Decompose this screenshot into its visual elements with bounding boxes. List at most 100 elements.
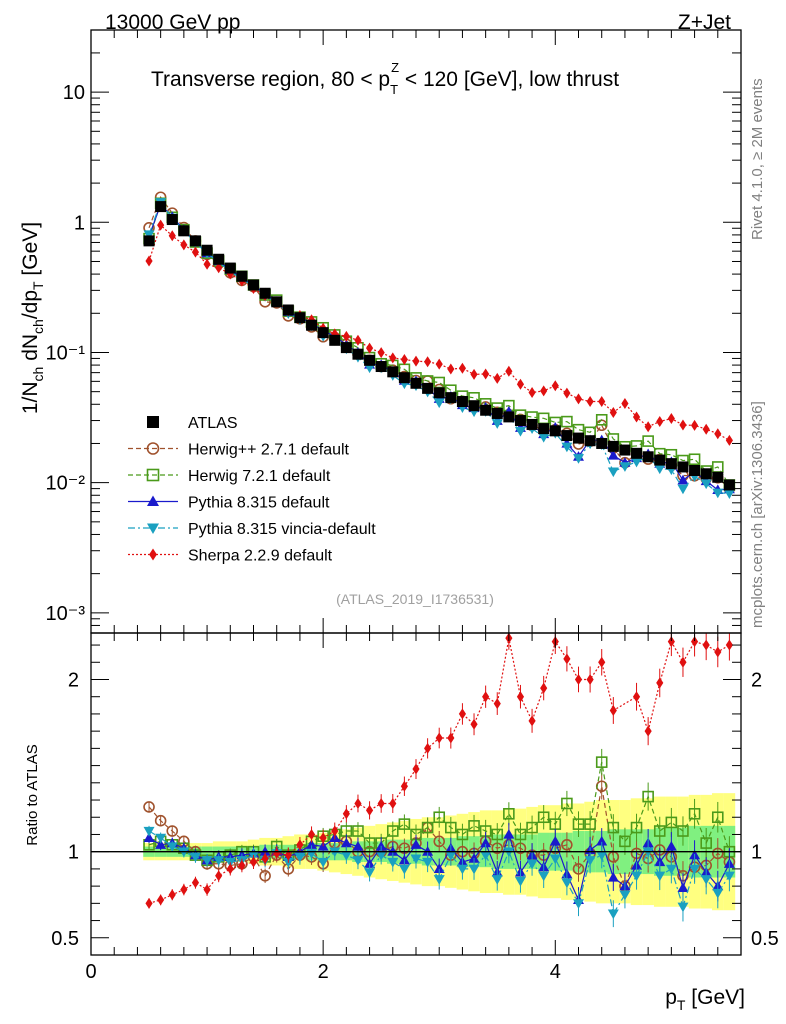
ratio-point-triangle-down [631, 871, 643, 882]
plot-title: Transverse region, 80 < pTZ < 120 [GeV],… [151, 60, 619, 97]
main-point-diamond [145, 255, 153, 267]
ratio-point-diamond [447, 732, 455, 744]
ratio-point-diamond [470, 718, 478, 730]
legend-marker-triangle-up [147, 495, 159, 506]
main-point-diamond [389, 352, 397, 364]
main-point-diamond [563, 387, 571, 399]
atlas-data-point [526, 418, 538, 430]
main-point-triangle-down [677, 484, 689, 495]
main-point-triangle-down [654, 464, 666, 475]
main-point-diamond [203, 258, 211, 270]
ratio-point-triangle-up [387, 846, 399, 856]
atlas-data-point [561, 430, 573, 442]
legend-marker-square-filled [147, 416, 159, 428]
main-point-square-open [595, 413, 608, 426]
atlas-data-point [491, 407, 503, 419]
ratio-point-diamond [493, 698, 501, 710]
ratio-point-triangle-down [712, 888, 724, 899]
atlas-data-point [433, 387, 445, 399]
ratio-point-diamond [656, 677, 664, 689]
main-point-diamond [690, 419, 699, 431]
ratio-point-circle-open [166, 825, 179, 837]
ratio-point-triangle-down [665, 864, 677, 875]
ratio-point-diamond [702, 639, 710, 651]
ratio-point-triangle-down [456, 864, 468, 875]
legend-marker-circle-open [146, 442, 160, 455]
ratio-point-diamond [226, 863, 234, 875]
main-y-tick-label: 1 [74, 212, 85, 234]
ratio-point-square-open [665, 816, 678, 829]
x-axis-label: pT [GeV] [665, 986, 745, 1013]
ratio-point-square-open [386, 825, 399, 837]
ratio-point-diamond [574, 673, 583, 685]
ratio-point-diamond [598, 656, 606, 668]
atlas-data-point [619, 444, 631, 456]
main-y-tick-label: 10⁻¹ [46, 342, 86, 364]
legend-marker-triangle-down [147, 523, 159, 534]
ratio-point-triangle-up [665, 841, 677, 851]
ratio-point-triangle-up [306, 839, 318, 849]
main-point-diamond [679, 419, 687, 431]
ratio-point-square-open [398, 818, 411, 830]
atlas-data-point [143, 235, 155, 247]
atlas-data-point [665, 458, 677, 470]
main-point-triangle-down [573, 454, 584, 464]
ratio-point-diamond [714, 646, 722, 658]
ratio-point-diamond [377, 797, 385, 809]
ratio-point-square-open [537, 811, 550, 824]
main-point-diamond [551, 380, 559, 392]
atlas-data-point [410, 377, 422, 389]
ratio-point-diamond [342, 808, 350, 820]
ratio-point-triangle-down [213, 856, 225, 866]
ratio-point-diamond [424, 742, 432, 754]
ratio-point-triangle-down [155, 833, 167, 844]
ratio-y-tick-label-right: 1 [751, 842, 762, 864]
process-label: Z+Jet [678, 11, 731, 34]
ratio-point-diamond [331, 825, 339, 837]
atlas-data-point [596, 437, 608, 449]
main-point-diamond [667, 413, 675, 425]
main-point-diamond [435, 358, 443, 370]
ratio-point-circle-open [154, 814, 167, 827]
ratio-point-triangle-down [689, 864, 701, 875]
atlas-data-point [213, 253, 225, 265]
main-point-triangle-down [607, 467, 619, 478]
main-point-square-open [642, 435, 654, 447]
atlas-data-point [677, 461, 689, 473]
legend-label: Sherpa 2.2.9 default [188, 548, 333, 565]
main-point-diamond [540, 385, 548, 397]
title-sub: T [390, 82, 398, 97]
ratio-point-triangle-down [375, 851, 387, 861]
ratio-point-triangle-up [468, 853, 480, 863]
atlas-data-point [317, 327, 329, 339]
ratio-point-diamond [203, 884, 211, 896]
main-point-triangle-down [143, 230, 155, 240]
ratio-point-diamond [435, 732, 443, 744]
main-point-diamond [482, 368, 490, 380]
atlas-data-point [689, 464, 701, 476]
ratio-point-triangle-up [155, 839, 167, 849]
main-point-diamond [354, 334, 362, 346]
main-point-diamond [528, 386, 536, 398]
main-point-diamond [157, 219, 165, 231]
atlas-data-point [294, 312, 306, 324]
main-point-diamond [180, 239, 188, 251]
atlas-data-point [155, 201, 167, 213]
ratio-point-diamond [215, 870, 223, 882]
ratio-y-tick-label: 2 [68, 669, 79, 691]
ratio-point-triangle-down [573, 899, 584, 909]
title-pre: Transverse region, 80 < p [151, 68, 390, 91]
atlas-data-point [329, 334, 341, 346]
ratio-point-square-open [514, 828, 527, 841]
main-point-diamond [702, 423, 710, 435]
ratio-point-diamond [632, 691, 641, 703]
main-point-diamond [400, 353, 408, 365]
atlas-data-point [456, 396, 468, 408]
main-point-diamond [215, 262, 223, 274]
ratio-point-square-open [653, 825, 666, 837]
legend-marker-diamond [149, 548, 157, 561]
atlas-data-point [538, 423, 550, 435]
ratio-point-diamond [389, 797, 397, 809]
atlas-data-point [259, 287, 271, 299]
